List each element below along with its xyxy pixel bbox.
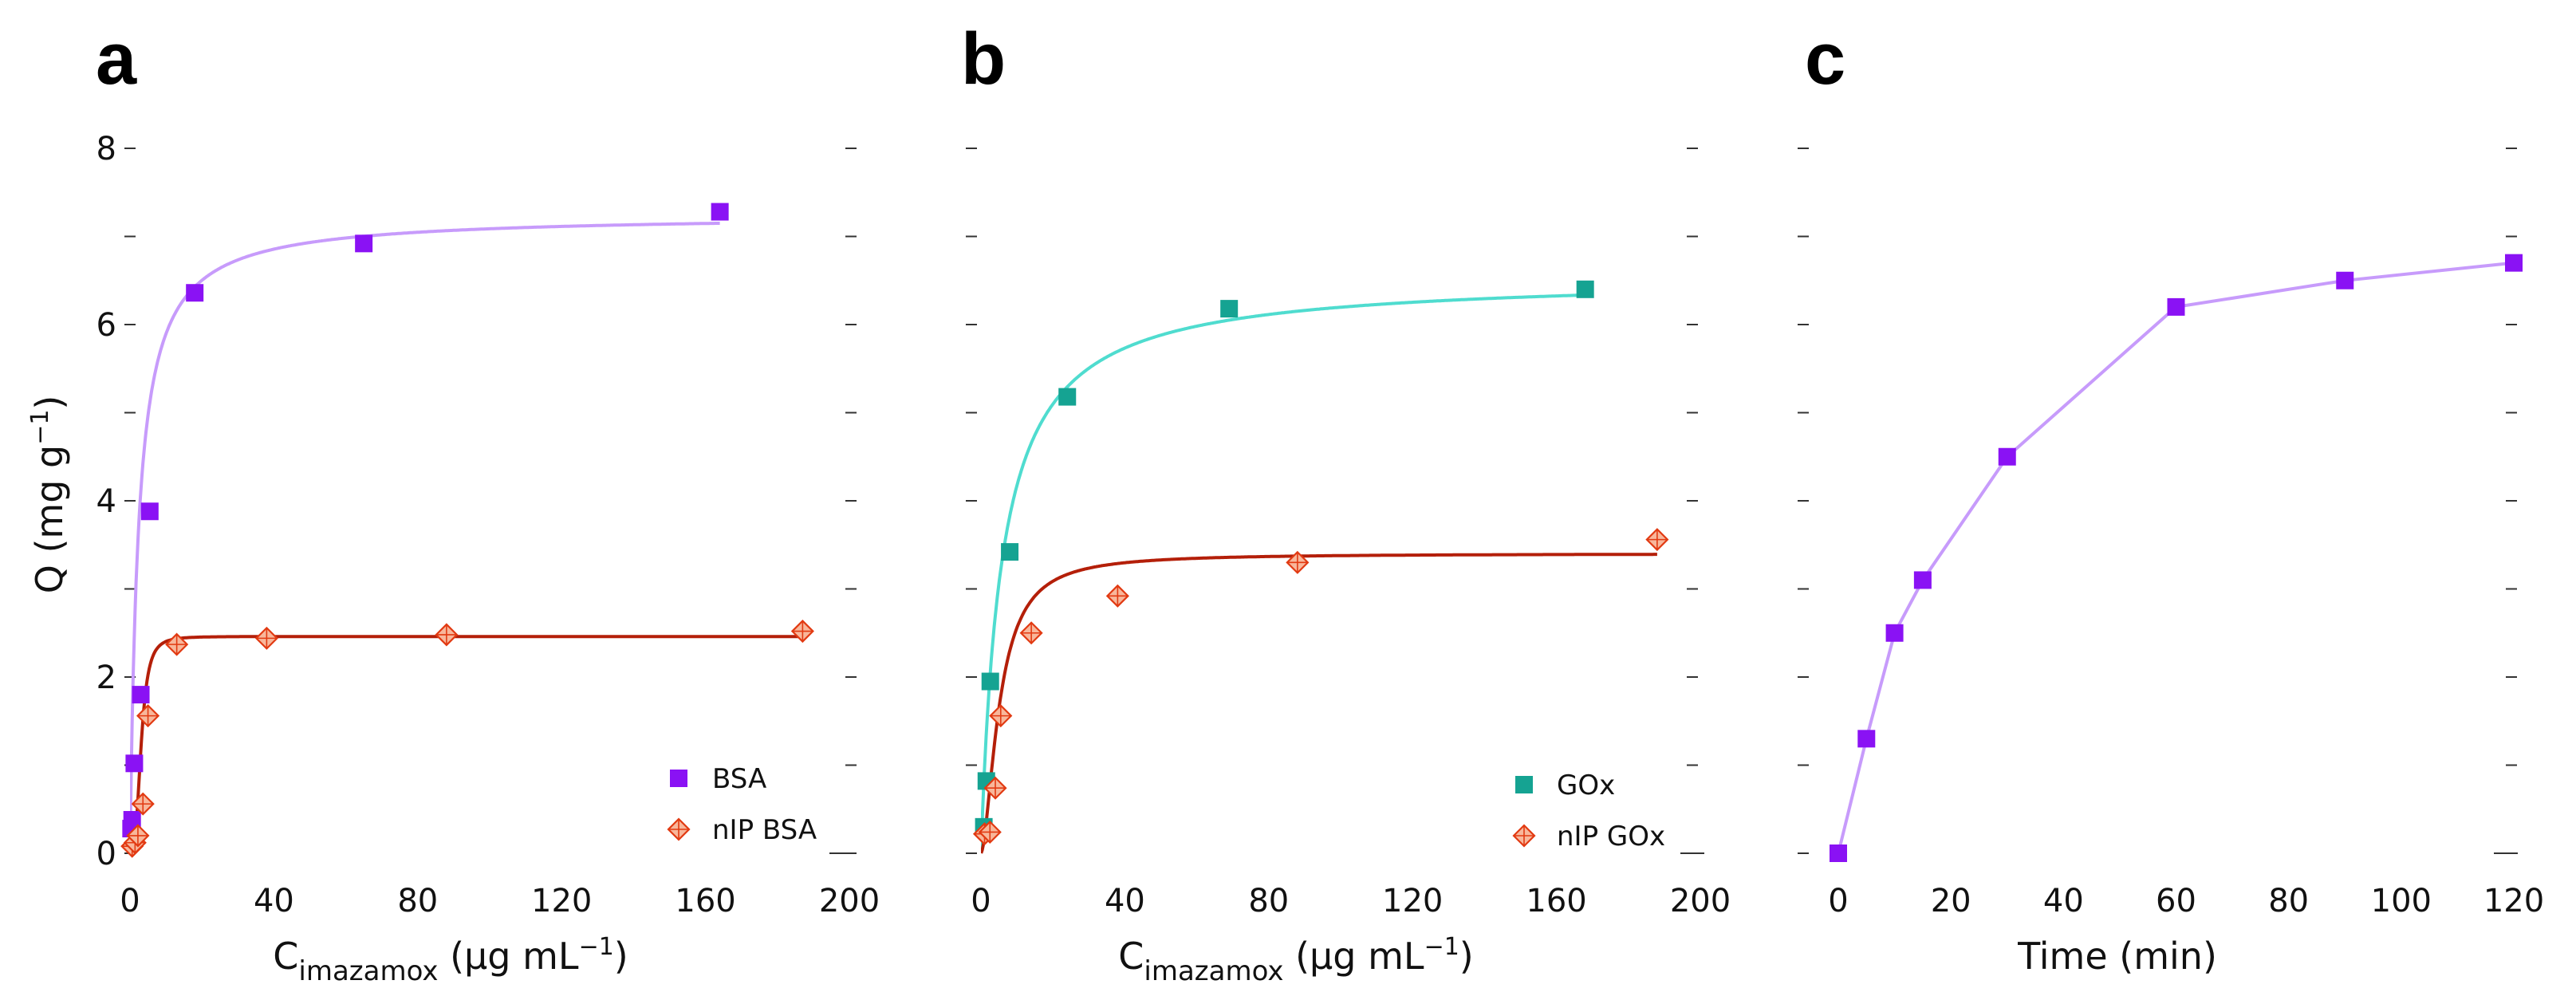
data-point bbox=[1105, 584, 1129, 608]
data-point bbox=[123, 811, 141, 829]
data-point bbox=[126, 824, 150, 848]
time-series-line bbox=[1837, 261, 2515, 854]
legend-a: BSA nIP BSA bbox=[667, 763, 817, 846]
data-point bbox=[2505, 254, 2523, 272]
y-tick-label: 2 bbox=[97, 659, 116, 696]
legend-diamond bbox=[1512, 824, 1536, 848]
panel-label-c: c bbox=[1805, 18, 1845, 100]
x-tick-label: 80 bbox=[1248, 883, 1289, 919]
legend-bsa-label: BSA bbox=[712, 763, 766, 795]
legend-b: GOx nIP GOx bbox=[1512, 770, 1665, 852]
legend-bsa-marker bbox=[670, 770, 687, 787]
x-tick-label: 60 bbox=[2156, 883, 2196, 919]
legend-nip-gox-label: nIP GOx bbox=[1557, 821, 1665, 852]
x-axis-label-a: Cimazamox (µg mL−1) bbox=[273, 933, 628, 987]
data-point bbox=[355, 234, 373, 253]
data-point bbox=[140, 502, 159, 521]
data-point bbox=[1645, 528, 1669, 552]
y-tick-label: 4 bbox=[97, 483, 116, 520]
x-tick-label: 120 bbox=[2483, 883, 2544, 919]
data-point bbox=[981, 672, 999, 691]
data-point bbox=[983, 776, 1007, 800]
data-point bbox=[136, 704, 160, 728]
x-tick-label: 20 bbox=[1931, 883, 1971, 919]
x-tick-label: 40 bbox=[2043, 883, 2084, 919]
legend-diamond bbox=[667, 817, 691, 841]
data-point bbox=[711, 203, 729, 221]
x-tick-label: 80 bbox=[2268, 883, 2309, 919]
data-point bbox=[254, 626, 278, 650]
x-tick-label: 0 bbox=[1828, 883, 1848, 919]
data-point bbox=[1001, 543, 1019, 561]
fit-curve-nip-bsa bbox=[130, 635, 803, 855]
panel-a-plot: 0 40 80 120 160 200 0 2 4 6 8 Q (mg g−1) Cimazamox… bbox=[26, 131, 880, 987]
data-point bbox=[1998, 447, 2016, 466]
x-tick-label: 200 bbox=[1670, 883, 1731, 919]
x-tick-label: 0 bbox=[120, 883, 140, 919]
legend-nip-bsa-marker bbox=[667, 817, 691, 841]
panel-b-plot: 0 40 80 120 160 200 Cimazamox (µg mL−1) GOx n… bbox=[966, 148, 1731, 987]
x-tick-label: 100 bbox=[2371, 883, 2432, 919]
y-axis-label: Q (mg g−1) bbox=[26, 396, 71, 594]
x-tick-label: 120 bbox=[1382, 883, 1443, 919]
panel-label-b: b bbox=[961, 18, 1006, 100]
y-tick-label: 0 bbox=[97, 836, 116, 872]
data-point bbox=[1220, 300, 1239, 318]
data-point bbox=[132, 686, 150, 704]
data-point bbox=[790, 619, 814, 644]
x-tick-label: 40 bbox=[254, 883, 294, 919]
data-point bbox=[131, 792, 155, 816]
data-point bbox=[989, 704, 1013, 728]
panel-label-a: a bbox=[96, 18, 137, 100]
y-tick-label: 8 bbox=[97, 131, 116, 167]
x-axis-label-b: Cimazamox (µg mL−1) bbox=[1118, 933, 1474, 987]
data-point bbox=[435, 623, 459, 647]
data-point bbox=[1058, 388, 1077, 406]
data-point bbox=[1019, 621, 1043, 645]
fit-curve-bsa bbox=[130, 222, 720, 841]
x-tick-label: 200 bbox=[819, 883, 880, 919]
data-point bbox=[1286, 550, 1310, 574]
x-tick-label: 80 bbox=[397, 883, 438, 919]
panel-c-plot: 0 20 40 60 80 100 120 Time (min) bbox=[1798, 148, 2544, 978]
fit-curve-nip-gox bbox=[981, 553, 1657, 854]
x-tick-label: 40 bbox=[1105, 883, 1145, 919]
data-point bbox=[1885, 624, 1904, 642]
x-tick-label: 160 bbox=[1526, 883, 1586, 919]
legend-nip-bsa-label: nIP BSA bbox=[712, 814, 817, 846]
data-point bbox=[1913, 571, 1932, 589]
y-tick-label: 6 bbox=[97, 307, 116, 344]
legend-gox-marker bbox=[1515, 776, 1533, 793]
legend-nip-gox-marker bbox=[1512, 824, 1536, 848]
data-point bbox=[165, 632, 189, 656]
data-point bbox=[1857, 730, 1876, 748]
x-tick-label: 120 bbox=[531, 883, 592, 919]
data-point bbox=[1830, 844, 1847, 862]
x-tick-label: 160 bbox=[675, 883, 735, 919]
legend-gox-label: GOx bbox=[1557, 770, 1615, 801]
fit-curve-gox bbox=[981, 293, 1585, 848]
data-point bbox=[1576, 280, 1594, 298]
data-point bbox=[125, 754, 144, 773]
data-point bbox=[186, 284, 204, 302]
data-point bbox=[2336, 271, 2354, 289]
data-point bbox=[2167, 297, 2185, 316]
x-tick-label: 0 bbox=[971, 883, 991, 919]
data-point bbox=[978, 820, 1002, 844]
x-axis-label-c: Time (min) bbox=[2017, 935, 2217, 978]
